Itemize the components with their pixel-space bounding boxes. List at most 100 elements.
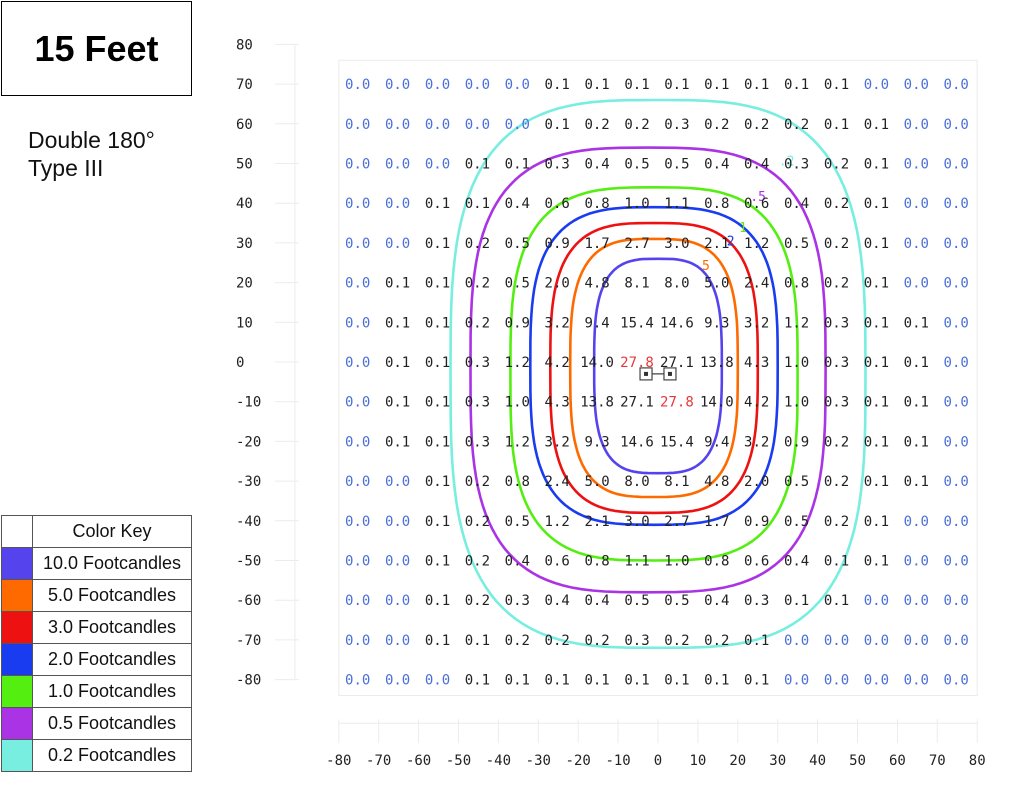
contour-label: 1 bbox=[739, 221, 747, 236]
value-cell: 0.0 bbox=[944, 633, 969, 649]
value-cell: 0.0 bbox=[824, 633, 849, 649]
value-cell: 0.8 bbox=[584, 554, 609, 570]
value-cell: 0.0 bbox=[864, 633, 889, 649]
value-cell: 0.1 bbox=[744, 673, 769, 689]
value-cell: 0.0 bbox=[385, 554, 410, 570]
value-cell: 0.1 bbox=[864, 236, 889, 252]
color-key-row: 1.0 Footcandles bbox=[1, 675, 192, 708]
value-cell: 0.2 bbox=[744, 117, 769, 133]
value-cell: 0.0 bbox=[385, 77, 410, 93]
value-cell: 0.1 bbox=[864, 474, 889, 490]
value-cell: 0.0 bbox=[345, 276, 370, 292]
value-cell: 0.0 bbox=[385, 196, 410, 212]
value-cell: 0.3 bbox=[664, 117, 689, 133]
value-cell: 0.1 bbox=[824, 554, 849, 570]
value-cell: 0.0 bbox=[345, 117, 370, 133]
value-cell: 0.1 bbox=[904, 395, 929, 411]
value-cell: 0.3 bbox=[465, 355, 490, 371]
value-cell: 2.1 bbox=[584, 514, 609, 530]
value-cell: 0.0 bbox=[944, 236, 969, 252]
value-cell: 0.1 bbox=[425, 355, 450, 371]
value-cell: 0.1 bbox=[505, 157, 530, 173]
value-cell: 0.1 bbox=[864, 157, 889, 173]
color-swatch bbox=[1, 611, 33, 644]
contour-3-fc bbox=[549, 221, 760, 515]
value-cell: 9.4 bbox=[584, 315, 609, 331]
value-cell: 1.2 bbox=[784, 315, 809, 331]
value-cell: 8.0 bbox=[624, 474, 649, 490]
value-cell: 0.2 bbox=[465, 514, 490, 530]
value-cell: 0.1 bbox=[824, 593, 849, 609]
value-cell: 0.4 bbox=[784, 196, 809, 212]
value-cell: 0.0 bbox=[904, 77, 929, 93]
value-cell: 0.1 bbox=[385, 276, 410, 292]
value-cell: 0.8 bbox=[704, 554, 729, 570]
subtitle-line-1: Double 180° bbox=[28, 127, 155, 153]
x-tick-label: 30 bbox=[769, 753, 786, 769]
value-cell: 0.4 bbox=[704, 593, 729, 609]
value-cell: 0.0 bbox=[345, 633, 370, 649]
subtitle-line-2: Type III bbox=[28, 155, 104, 181]
value-cell: 1.2 bbox=[744, 236, 769, 252]
value-cell: 0.3 bbox=[624, 633, 649, 649]
value-cell: 14.0 bbox=[580, 355, 614, 371]
value-cell: 0.4 bbox=[744, 157, 769, 173]
value-cell: 0.2 bbox=[824, 276, 849, 292]
value-cell: 0.0 bbox=[904, 673, 929, 689]
value-cell: 0.0 bbox=[385, 117, 410, 133]
value-cell: 0.0 bbox=[345, 593, 370, 609]
value-cell: 0.1 bbox=[425, 315, 450, 331]
y-tick-label: -80 bbox=[236, 673, 261, 689]
value-cell: 0.0 bbox=[944, 315, 969, 331]
value-cell: 1.0 bbox=[784, 355, 809, 371]
value-cell: 0.2 bbox=[824, 434, 849, 450]
value-cell: 9.3 bbox=[704, 315, 729, 331]
value-cell: 3.0 bbox=[624, 514, 649, 530]
value-cell: 0.1 bbox=[824, 117, 849, 133]
value-cell: 0.0 bbox=[385, 236, 410, 252]
value-cell: 0.1 bbox=[864, 117, 889, 133]
value-cell: 0.0 bbox=[345, 474, 370, 490]
y-tick-label: -70 bbox=[236, 633, 261, 649]
y-tick-label: -10 bbox=[236, 395, 261, 411]
value-cell: 0.3 bbox=[465, 395, 490, 411]
value-cell: 27.8 bbox=[660, 395, 694, 411]
value-cell: 0.6 bbox=[744, 196, 769, 212]
value-cell: 1.0 bbox=[624, 196, 649, 212]
value-cell: 0.1 bbox=[864, 554, 889, 570]
value-cell: 1.2 bbox=[505, 434, 530, 450]
x-tick-label: -50 bbox=[446, 753, 471, 769]
color-key-header: Color Key bbox=[32, 515, 192, 548]
contour-0-2-fc bbox=[449, 98, 867, 650]
chart-title: 15 Feet bbox=[34, 27, 159, 69]
value-cell: 0.1 bbox=[664, 77, 689, 93]
value-cell: 0.2 bbox=[545, 633, 570, 649]
value-cell: 0.1 bbox=[425, 474, 450, 490]
value-cell: 0.6 bbox=[545, 196, 570, 212]
value-cell: 4.3 bbox=[744, 355, 769, 371]
value-cell: 0.0 bbox=[944, 196, 969, 212]
value-cell: 0.8 bbox=[584, 196, 609, 212]
value-cell: 1.0 bbox=[505, 395, 530, 411]
value-cell: 0.0 bbox=[345, 554, 370, 570]
value-cell: 0.0 bbox=[944, 276, 969, 292]
value-cell: 14.0 bbox=[700, 395, 734, 411]
value-cell: 0.0 bbox=[385, 633, 410, 649]
value-cell: 0.0 bbox=[465, 77, 490, 93]
value-cell: 8.1 bbox=[664, 474, 689, 490]
value-cell: 0.0 bbox=[345, 315, 370, 331]
value-cell: 0.2 bbox=[704, 117, 729, 133]
value-cell: 3.2 bbox=[545, 315, 570, 331]
value-cell: 0.4 bbox=[505, 554, 530, 570]
color-key-row: 0.2 Footcandles bbox=[1, 739, 192, 772]
x-tick-label: -60 bbox=[406, 753, 431, 769]
color-key-label: 3.0 Footcandles bbox=[32, 611, 192, 644]
value-cell: 0.1 bbox=[465, 673, 490, 689]
contour-10-fc bbox=[592, 257, 724, 475]
value-cell: 0.0 bbox=[944, 474, 969, 490]
value-cell: 0.1 bbox=[784, 593, 809, 609]
value-cell: 4.2 bbox=[545, 355, 570, 371]
contour-label: 5 bbox=[702, 259, 710, 274]
y-tick-label: -60 bbox=[236, 593, 261, 609]
